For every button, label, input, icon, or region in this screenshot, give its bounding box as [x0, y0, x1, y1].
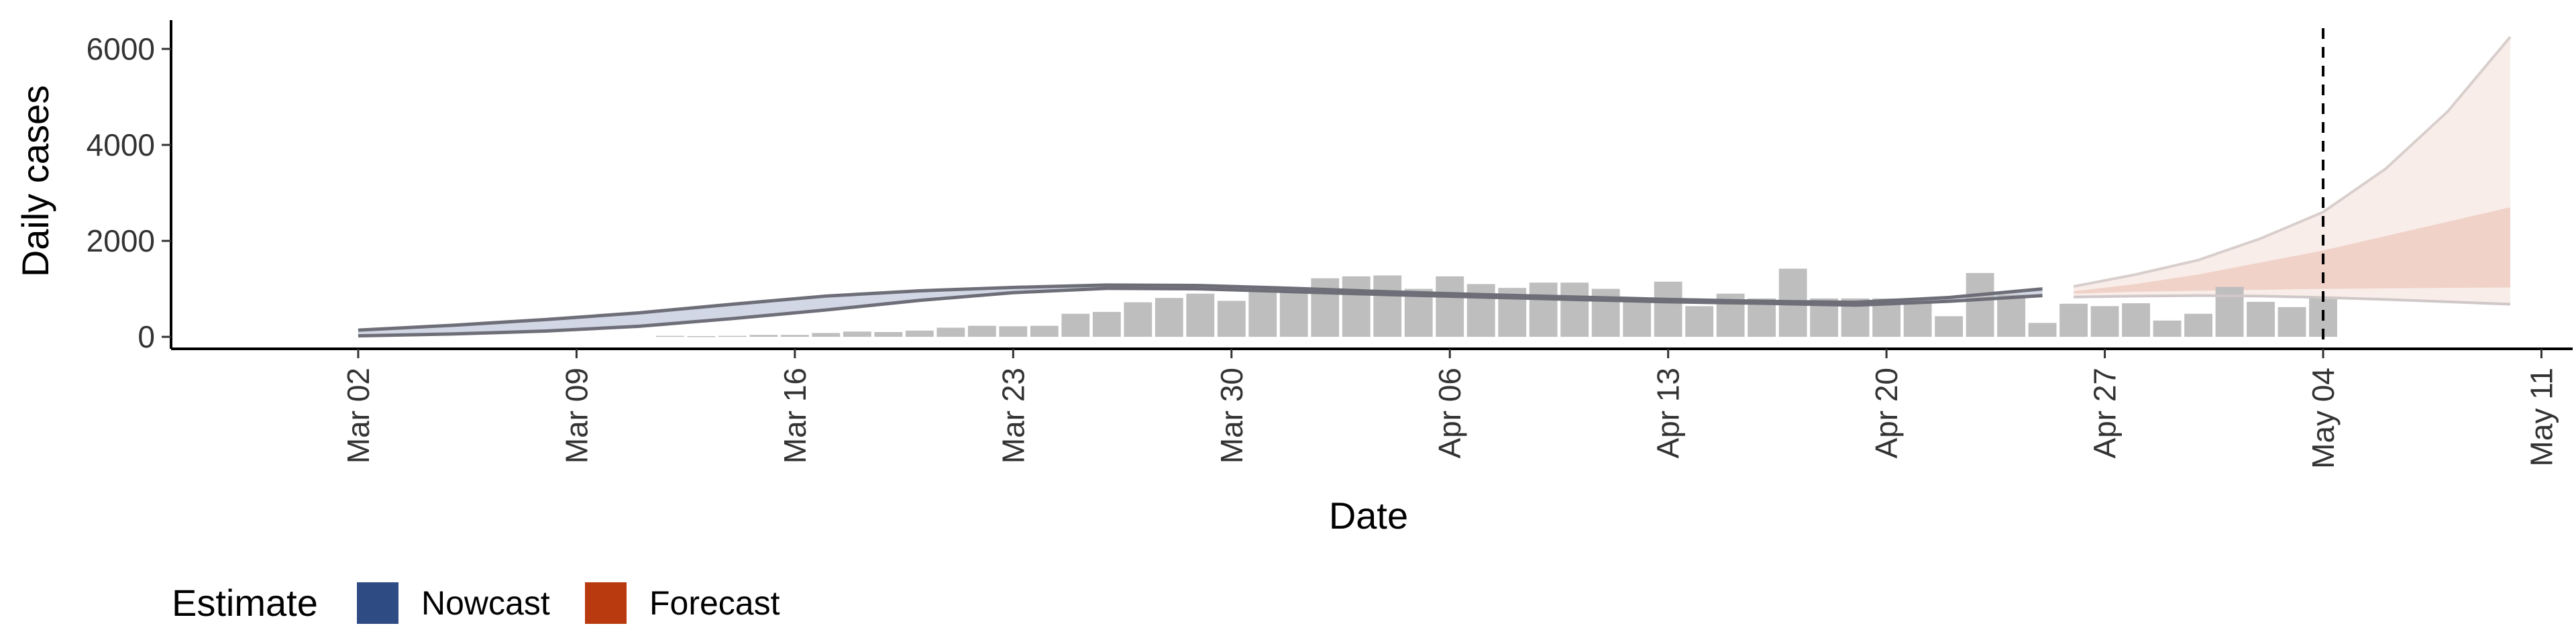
case-bar	[2247, 301, 2275, 337]
case-bar	[687, 336, 716, 337]
case-bar	[718, 335, 747, 337]
forecast-upper-line	[2073, 36, 2512, 288]
legend-swatch-nowcast	[357, 582, 398, 624]
case-bar	[1966, 272, 1994, 337]
case-bar	[1124, 302, 1152, 337]
forecast-band-90	[2074, 37, 2511, 305]
y-tick-label: 6000	[87, 32, 155, 66]
x-tick-label: Apr 13	[1651, 368, 1686, 459]
estimate-bands	[358, 37, 2511, 336]
y-tick-label: 0	[138, 319, 155, 354]
case-bar	[812, 333, 841, 337]
case-bar	[2184, 313, 2212, 337]
x-tick-label: Mar 16	[777, 368, 812, 464]
x-tick-label: Apr 20	[1869, 368, 1904, 459]
estimate-lines	[358, 36, 2512, 338]
x-tick-label: Mar 09	[559, 368, 594, 464]
legend: Estimate Nowcast Forecast	[172, 582, 780, 624]
case-bar	[2059, 303, 2088, 337]
case-bar	[1466, 284, 1495, 337]
case-bar	[1092, 311, 1121, 337]
case-bar	[1311, 278, 1340, 337]
case-bar	[843, 331, 871, 337]
case-bar	[2028, 323, 2057, 337]
case-bars	[655, 268, 2337, 337]
x-tick-label: May 11	[2524, 368, 2559, 466]
case-bar	[2122, 303, 2151, 337]
y-tick-label: 2000	[87, 223, 155, 258]
case-bar	[1935, 316, 1964, 337]
case-bar	[999, 326, 1028, 337]
x-tick-label: Mar 02	[341, 368, 376, 464]
nowcast-upper-line	[358, 283, 2043, 332]
case-bar	[2153, 320, 2182, 337]
case-bar	[1903, 300, 1932, 337]
case-bar	[1997, 294, 2026, 337]
case-bar	[655, 335, 684, 337]
axes: 0 2000 4000 6000 Mar 02 Mar 09 Mar 16 Mar 23 Mar…	[87, 20, 2573, 469]
case-bar	[1279, 287, 1308, 337]
case-bar	[874, 331, 903, 337]
case-bar	[905, 330, 934, 337]
case-bar	[936, 327, 965, 337]
case-bar	[1436, 276, 1464, 337]
case-bar	[749, 335, 778, 337]
x-tick-label: Mar 30	[1214, 368, 1249, 464]
y-tick-label: 4000	[87, 127, 155, 162]
case-bar	[1529, 282, 1558, 337]
forecast-lower-line	[2074, 294, 2511, 306]
x-axis-title: Date	[1329, 494, 1408, 537]
legend-title: Estimate	[172, 582, 318, 624]
x-tick-label: Mar 23	[996, 368, 1030, 464]
forecast-band-50	[2074, 207, 2511, 294]
legend-label-forecast: Forecast	[649, 584, 780, 622]
case-bar	[967, 325, 996, 337]
case-bar	[1155, 298, 1183, 337]
case-bar	[780, 335, 809, 337]
case-bar	[1186, 293, 1215, 337]
x-tick-label: Apr 27	[2088, 368, 2123, 459]
case-bar	[2090, 306, 2119, 337]
case-bar	[1061, 313, 1090, 337]
y-axis-title: Daily cases	[14, 85, 56, 277]
x-tick-label: May 04	[2306, 368, 2341, 469]
case-bar	[1373, 275, 1402, 337]
case-bar	[1342, 276, 1371, 337]
case-bar	[1623, 297, 1652, 337]
case-bar	[1217, 301, 1246, 337]
case-bar	[1248, 288, 1277, 337]
nowcast-lower-line	[358, 286, 2043, 338]
case-bar	[1685, 306, 1714, 337]
case-bar	[1030, 325, 1059, 337]
x-tick-label: Apr 06	[1432, 368, 1467, 459]
case-bar	[1654, 281, 1682, 337]
legend-swatch-forecast	[585, 582, 627, 624]
case-bar	[1560, 282, 1589, 337]
legend-label-nowcast: Nowcast	[421, 584, 550, 622]
case-bar	[2277, 307, 2306, 337]
